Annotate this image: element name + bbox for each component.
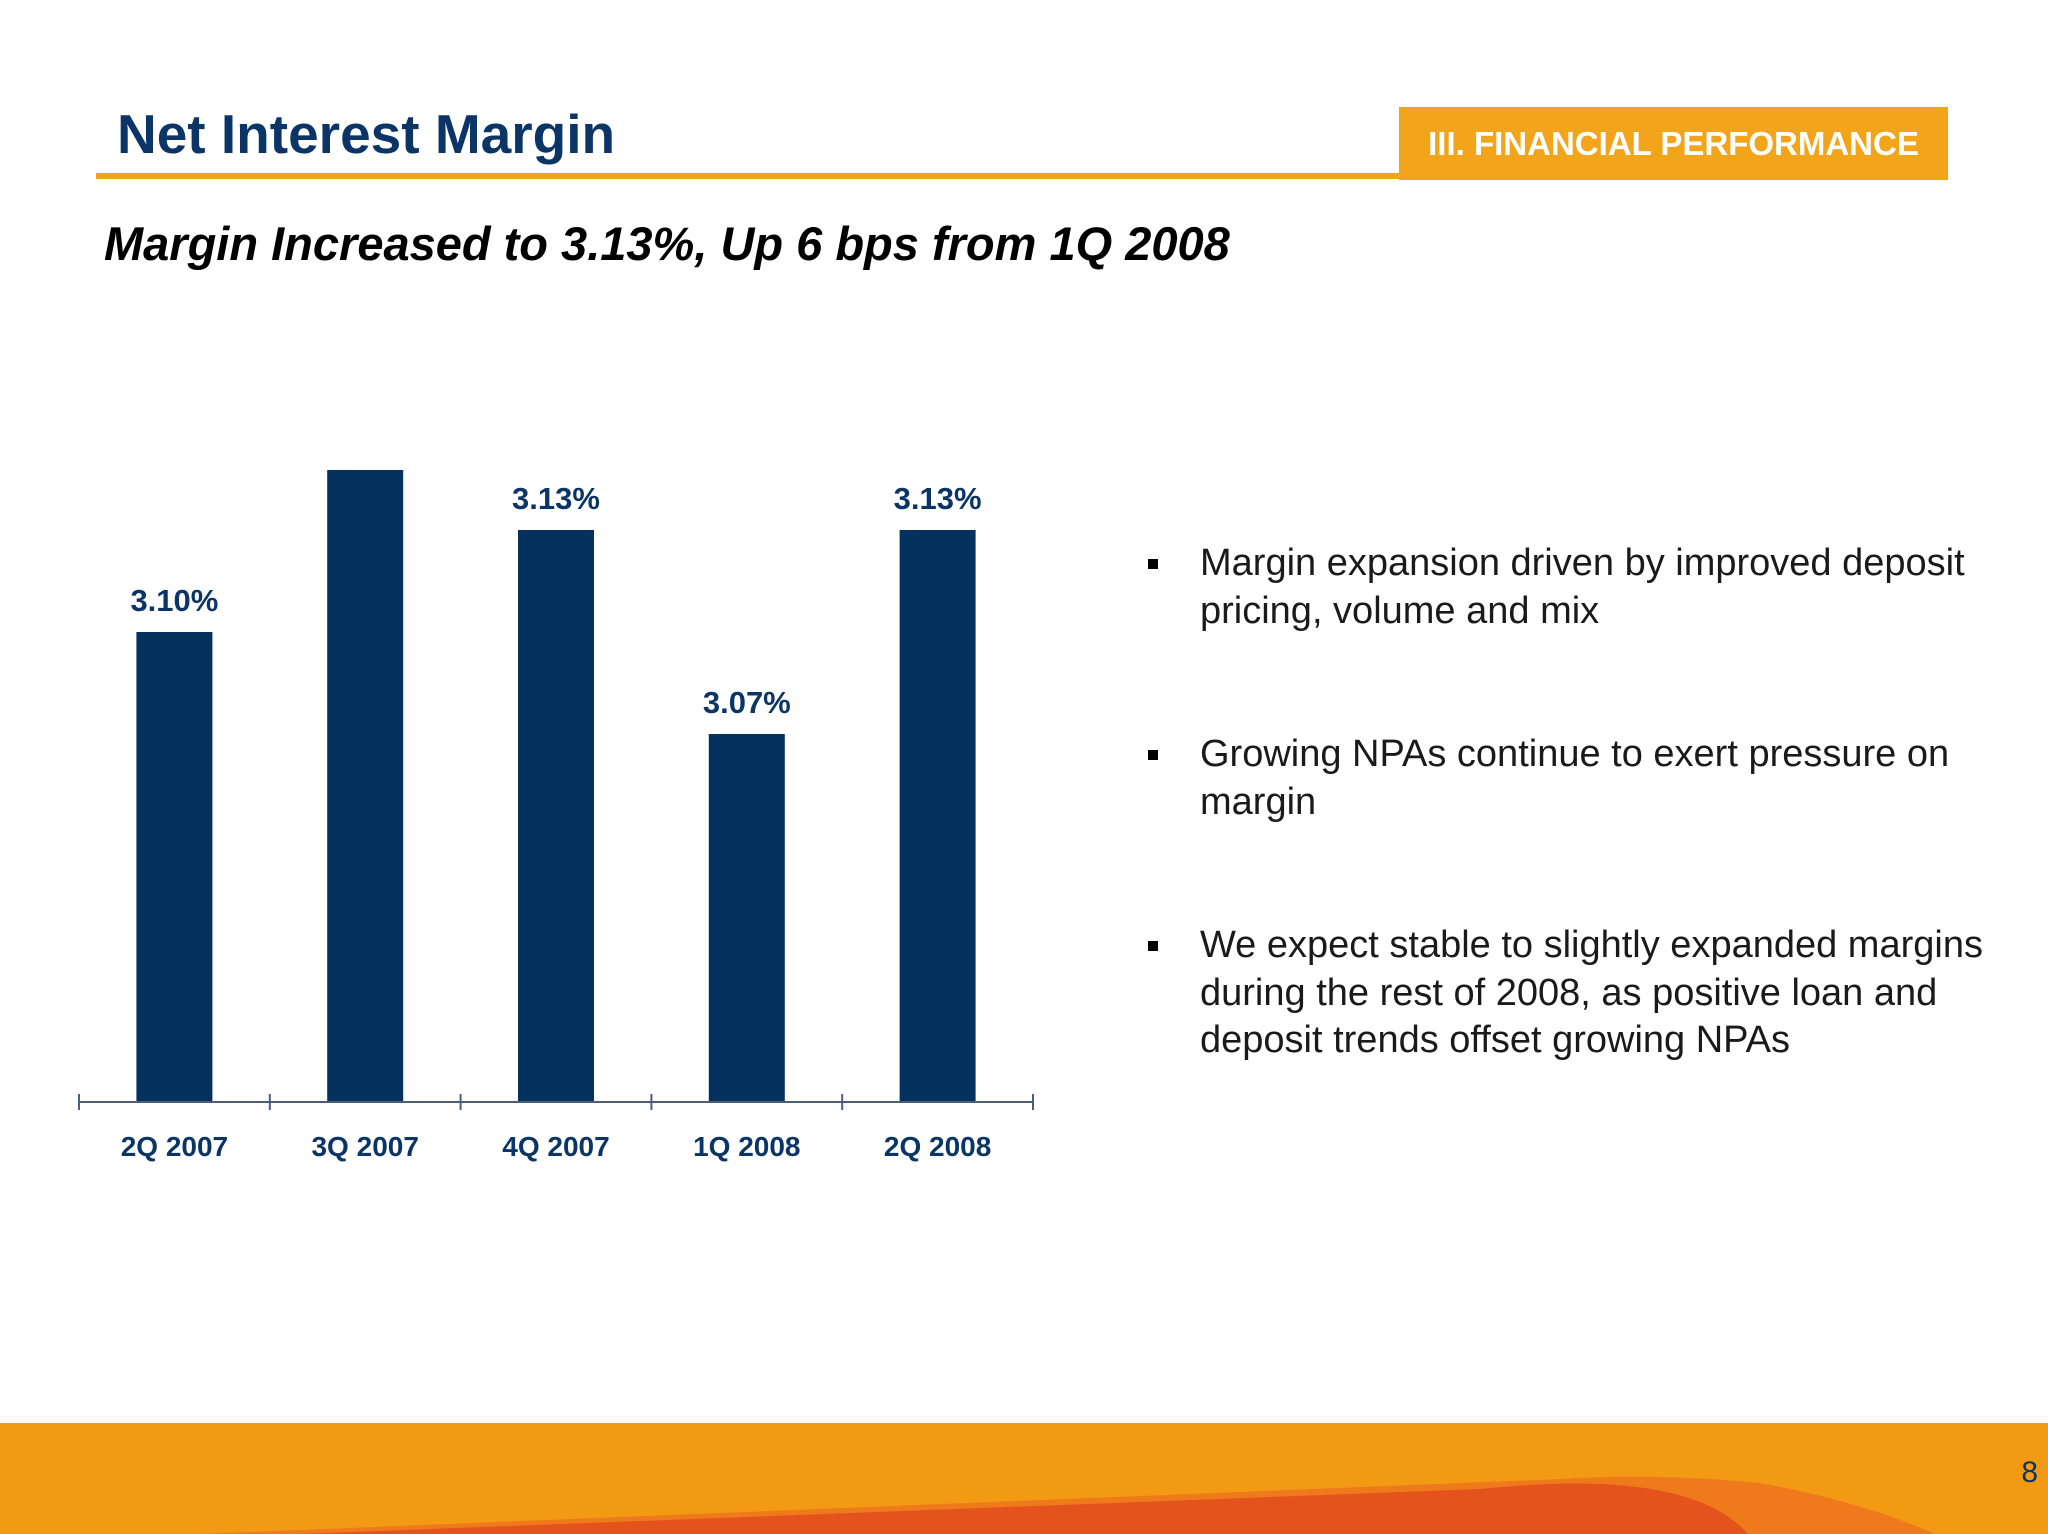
bullet-list: Margin expansion driven by improved depo… bbox=[1145, 540, 1985, 1161]
bullet-text: Growing NPAs continue to exert pressure … bbox=[1200, 733, 1950, 823]
bullet-item: Growing NPAs continue to exert pressure … bbox=[1145, 731, 1985, 826]
slide-title: Net Interest Margin bbox=[117, 103, 616, 165]
data-label: 3.10% bbox=[130, 583, 218, 618]
x-tick-label: 1Q 2008 bbox=[693, 1131, 800, 1162]
title-underline bbox=[96, 173, 1948, 179]
slide-subtitle: Margin Increased to 3.13%, Up 6 bps from… bbox=[104, 217, 1230, 270]
x-tick-label: 4Q 2007 bbox=[502, 1131, 609, 1162]
x-tick-label: 2Q 2007 bbox=[121, 1131, 228, 1162]
bar bbox=[899, 530, 976, 1102]
bar bbox=[136, 632, 213, 1102]
data-label: 3.07% bbox=[703, 685, 791, 720]
x-tick-label: 3Q 2007 bbox=[311, 1131, 418, 1162]
bar bbox=[708, 734, 785, 1102]
bar bbox=[518, 530, 594, 1102]
data-label: 3.13% bbox=[894, 481, 982, 516]
square-bullet-icon bbox=[1148, 941, 1158, 951]
data-label: 3.13% bbox=[512, 481, 600, 516]
bullet-text: Margin expansion driven by improved depo… bbox=[1200, 542, 1965, 632]
bullet-text: We expect stable to slightly expanded ma… bbox=[1200, 924, 1983, 1061]
x-tick-label: 2Q 2008 bbox=[884, 1131, 991, 1162]
section-tag: III. FINANCIAL PERFORMANCE bbox=[1399, 107, 1948, 180]
bullet-item: We expect stable to slightly expanded ma… bbox=[1145, 922, 1985, 1065]
square-bullet-icon bbox=[1148, 750, 1158, 760]
square-bullet-icon bbox=[1148, 559, 1158, 569]
bar bbox=[327, 470, 404, 1102]
page-number: 8 bbox=[2021, 1456, 2038, 1489]
footer-band bbox=[0, 1423, 2048, 1534]
bullet-item: Margin expansion driven by improved depo… bbox=[1145, 540, 1985, 635]
